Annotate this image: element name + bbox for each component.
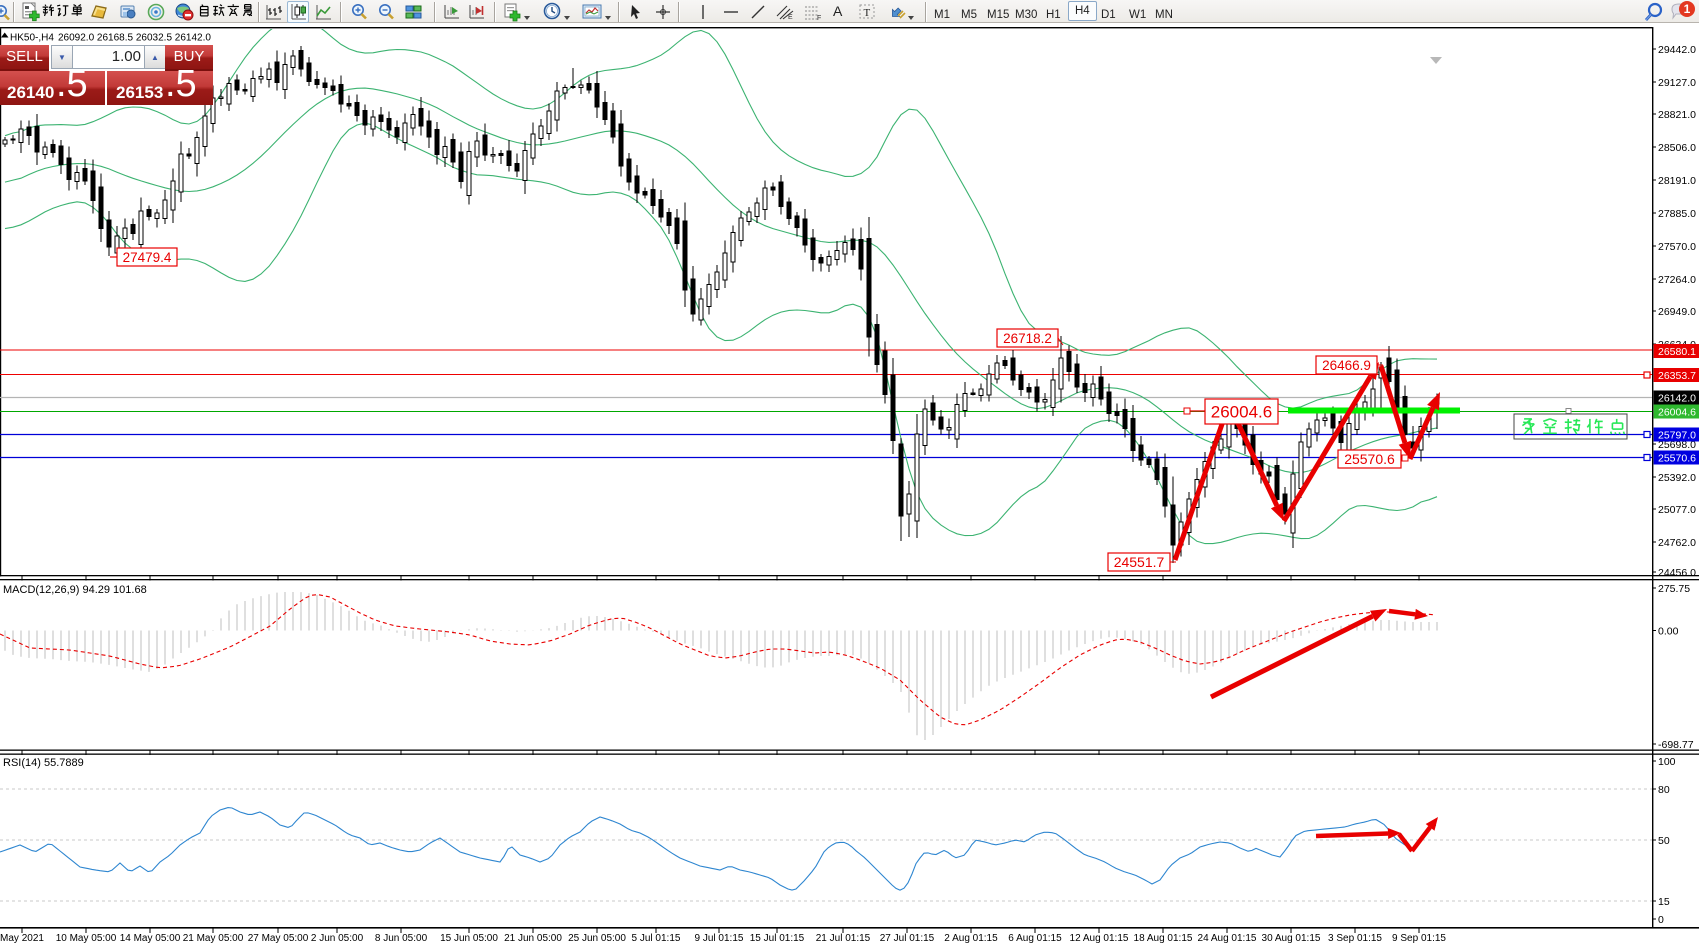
svg-text:26718.2: 26718.2	[1003, 331, 1052, 346]
svg-text:HK50-,H4: HK50-,H4	[10, 33, 54, 44]
svg-text:T: T	[864, 7, 871, 19]
svg-text:5 Jul 01:15: 5 Jul 01:15	[632, 933, 681, 944]
svg-text:27479.4: 27479.4	[123, 250, 172, 265]
svg-text:9 Sep 01:15: 9 Sep 01:15	[1392, 933, 1446, 944]
svg-text:E: E	[788, 14, 793, 21]
svg-text:26142.0: 26142.0	[1658, 392, 1696, 404]
svg-text:21 Jun 05:00: 21 Jun 05:00	[504, 933, 562, 944]
svg-text:15 Jun 05:00: 15 Jun 05:00	[440, 933, 498, 944]
svg-text:2 Jun 05:00: 2 Jun 05:00	[311, 933, 364, 944]
svg-text:MACD(12,26,9) 94.29 101.68: MACD(12,26,9) 94.29 101.68	[3, 584, 147, 596]
svg-text:24551.7: 24551.7	[1114, 554, 1165, 570]
svg-text:25077.0: 25077.0	[1658, 504, 1696, 516]
svg-text:6 Aug 01:15: 6 Aug 01:15	[1008, 933, 1062, 944]
svg-text:27570.0: 27570.0	[1658, 241, 1696, 253]
svg-text:25698.0: 25698.0	[1658, 439, 1696, 451]
svg-text:21 Jul 01:15: 21 Jul 01:15	[816, 933, 871, 944]
svg-text:25570.6: 25570.6	[1344, 451, 1395, 467]
svg-text:28191.0: 28191.0	[1658, 175, 1696, 187]
svg-text:1: 1	[1684, 2, 1691, 16]
svg-text:27 Jul 01:15: 27 Jul 01:15	[880, 933, 935, 944]
svg-text:100: 100	[1658, 756, 1676, 768]
svg-text:2 Aug 01:15: 2 Aug 01:15	[944, 933, 998, 944]
svg-text:14 May 05:00: 14 May 05:00	[120, 933, 181, 944]
svg-text:21 May 05:00: 21 May 05:00	[183, 933, 244, 944]
svg-text:80: 80	[1658, 784, 1670, 796]
svg-text:26466.9: 26466.9	[1322, 358, 1371, 373]
svg-text:26092.0 26168.5 26032.5 26142.: 26092.0 26168.5 26032.5 26142.0	[58, 33, 211, 44]
svg-text:0.00: 0.00	[1658, 625, 1679, 637]
svg-text:May 2021: May 2021	[0, 933, 44, 944]
svg-text:30 Aug 01:15: 30 Aug 01:15	[1262, 933, 1321, 944]
svg-text:24762.0: 24762.0	[1658, 537, 1696, 549]
svg-text:26353.7: 26353.7	[1658, 370, 1696, 382]
svg-text:12 Aug 01:15: 12 Aug 01:15	[1070, 933, 1129, 944]
svg-text:9 Jul 01:15: 9 Jul 01:15	[695, 933, 744, 944]
svg-text:28821.0: 28821.0	[1658, 109, 1696, 121]
svg-text:27264.0: 27264.0	[1658, 274, 1696, 286]
svg-text:50: 50	[1658, 835, 1670, 847]
svg-text:29127.0: 29127.0	[1658, 77, 1696, 89]
svg-text:F: F	[817, 15, 821, 21]
svg-text:26949.0: 26949.0	[1658, 306, 1696, 318]
svg-text:24456.0: 24456.0	[1658, 567, 1696, 579]
svg-text:15 Jul 01:15: 15 Jul 01:15	[750, 933, 805, 944]
svg-text:10 May 05:00: 10 May 05:00	[56, 933, 117, 944]
svg-text:18 Aug 01:15: 18 Aug 01:15	[1134, 933, 1193, 944]
svg-text:8 Jun 05:00: 8 Jun 05:00	[375, 933, 428, 944]
svg-text:26580.1: 26580.1	[1658, 346, 1696, 358]
svg-text:25570.6: 25570.6	[1658, 452, 1696, 464]
svg-text:26004.6: 26004.6	[1658, 406, 1696, 418]
svg-text:15: 15	[1658, 896, 1670, 908]
svg-text:27885.0: 27885.0	[1658, 208, 1696, 220]
svg-text:0: 0	[1658, 914, 1664, 926]
svg-text:28506.0: 28506.0	[1658, 142, 1696, 154]
svg-text:-698.77: -698.77	[1658, 739, 1694, 751]
svg-text:RSI(14) 55.7889: RSI(14) 55.7889	[3, 757, 84, 769]
svg-text:29442.0: 29442.0	[1658, 44, 1696, 56]
svg-text:24 Aug 01:15: 24 Aug 01:15	[1198, 933, 1257, 944]
svg-text:27 May 05:00: 27 May 05:00	[248, 933, 309, 944]
svg-text:25392.0: 25392.0	[1658, 472, 1696, 484]
svg-text:3 Sep 01:15: 3 Sep 01:15	[1328, 933, 1382, 944]
svg-text:26004.6: 26004.6	[1211, 403, 1272, 422]
svg-text:25 Jun 05:00: 25 Jun 05:00	[568, 933, 626, 944]
svg-text:25797.0: 25797.0	[1658, 429, 1696, 441]
svg-text:275.75: 275.75	[1658, 583, 1690, 595]
